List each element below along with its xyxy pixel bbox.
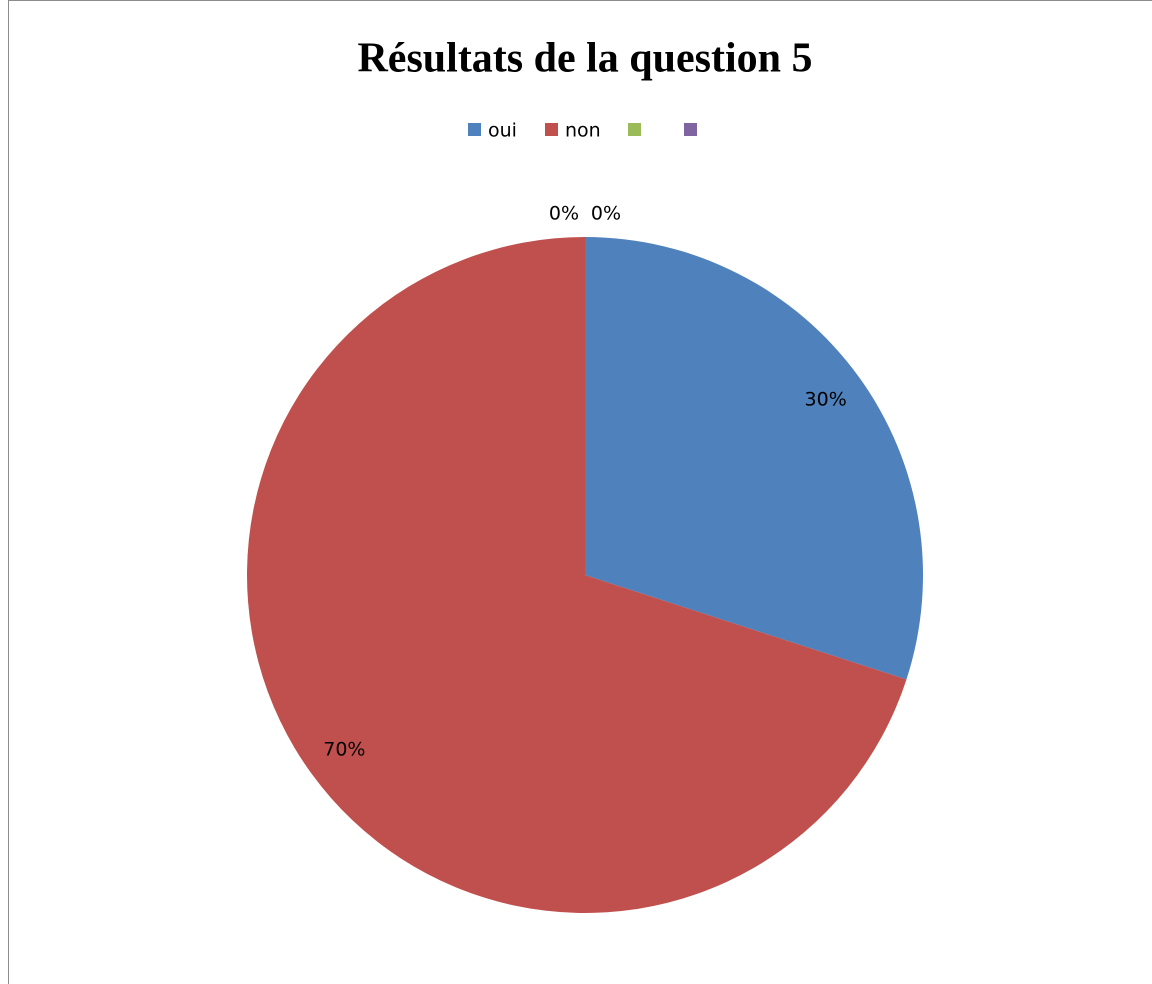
legend-swatch	[545, 123, 558, 136]
legend-label: non	[565, 120, 601, 142]
data-label: 0%	[591, 203, 621, 225]
data-label: 70%	[323, 738, 365, 760]
data-label: 30%	[805, 389, 847, 411]
legend-swatch	[684, 123, 697, 136]
pie-slice	[246, 237, 907, 913]
data-label: 0%	[549, 203, 579, 225]
legend-label: oui	[488, 120, 517, 142]
chart-title: Résultats de la question 5	[357, 36, 812, 82]
pie-slice	[585, 237, 923, 680]
legend-swatch	[628, 123, 641, 136]
legend-swatch	[468, 123, 481, 136]
